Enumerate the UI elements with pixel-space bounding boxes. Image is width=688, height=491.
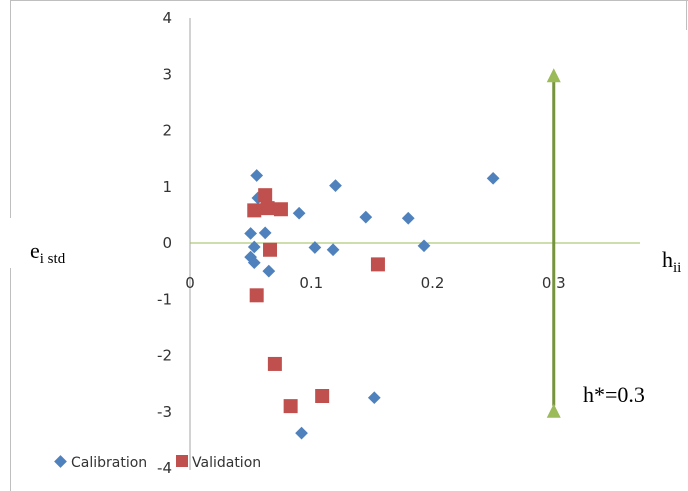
x-axis-label: hii — [662, 247, 681, 276]
x-axis-label-sub: ii — [673, 260, 681, 276]
calibration-point — [247, 256, 261, 270]
calibration-point — [247, 240, 261, 254]
legend-validation-label: Validation — [192, 455, 261, 471]
y-tick-labels: 4 3 2 1 0 -1 -2 -3 -4 — [157, 9, 172, 477]
calibration-point — [326, 243, 340, 257]
x-tick-labels: 00.10.20.3 — [185, 274, 565, 292]
y-tick-label: -1 — [157, 290, 172, 308]
validation-point — [263, 242, 278, 257]
y-tick-label: 4 — [162, 9, 172, 27]
calibration-point — [308, 241, 322, 254]
threshold-top-triangle — [546, 68, 561, 83]
calibration-point — [262, 264, 276, 278]
calibration-point — [329, 179, 342, 192]
x-tick-label: 0.2 — [421, 274, 445, 292]
y-tick-label: 0 — [162, 234, 172, 252]
validation-series — [247, 188, 385, 414]
y-tick-label: -4 — [157, 459, 172, 477]
y-tick-label: 2 — [162, 122, 172, 140]
threshold-annotation: h*=0.3 — [583, 382, 645, 407]
calibration-point — [295, 426, 308, 440]
threshold-bottom-triangle — [546, 403, 561, 418]
y-tick-label: -2 — [157, 347, 172, 365]
x-axis-label-main: h — [662, 247, 673, 272]
y-tick-label: 1 — [162, 178, 172, 196]
validation-point — [315, 389, 330, 403]
legend-calibration-label: Calibration — [71, 455, 147, 471]
y-tick-label: 3 — [162, 65, 172, 83]
calibration-point — [359, 210, 373, 224]
y-tick-label: -3 — [157, 403, 172, 421]
legend-calibration-marker — [54, 455, 67, 468]
legend: Calibration Validation — [54, 455, 261, 471]
y-axis-label-main: e — [30, 238, 40, 263]
x-tick-label: 0 — [185, 274, 195, 292]
calibration-point — [486, 171, 500, 185]
x-tick-label: 0.1 — [299, 274, 323, 292]
validation-point — [247, 203, 262, 218]
calibration-point — [367, 391, 381, 405]
validation-point — [249, 288, 264, 303]
calibration-point — [292, 206, 306, 220]
calibration-point — [417, 239, 431, 253]
leverage-threshold-line — [546, 68, 561, 418]
validation-point — [258, 188, 273, 203]
validation-point — [267, 356, 282, 371]
calibration-point — [401, 211, 415, 225]
validation-point — [370, 257, 385, 272]
calibration-point — [250, 169, 264, 182]
legend-validation-marker — [176, 455, 188, 467]
calibration-point — [258, 226, 272, 240]
calibration-point — [244, 227, 257, 240]
validation-point — [283, 399, 298, 414]
validation-point — [273, 202, 288, 217]
y-axis-label-sub: i std — [40, 251, 66, 267]
y-axis-label: ei std — [30, 238, 66, 267]
validation-point — [260, 201, 275, 216]
